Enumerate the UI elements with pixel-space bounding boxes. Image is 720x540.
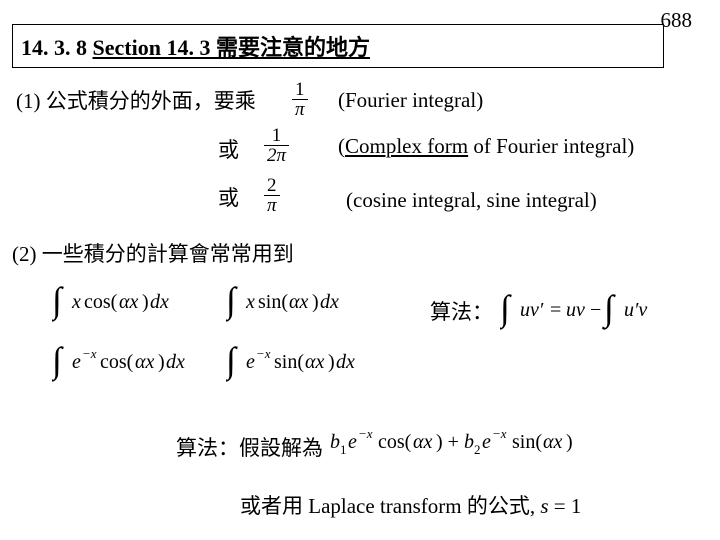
svg-text:): )	[566, 431, 573, 453]
svg-text:αx: αx	[119, 291, 138, 313]
p1-text: (1) 公式積分的外面，要乘	[16, 89, 256, 113]
annotation-complex-form: (Complex form of Fourier integral)	[338, 134, 634, 159]
svg-text:αx: αx	[413, 431, 432, 453]
or-2: 或	[218, 182, 239, 212]
svg-text:∫: ∫	[500, 288, 512, 330]
method-3-text: 或者用 Laplace transform 的公式, s = 1	[240, 490, 581, 520]
p2u: Complex form	[345, 134, 468, 158]
svg-text:−: −	[590, 299, 601, 321]
integral-exp-cos: ∫ e −x cos( αx ) dx	[52, 340, 222, 384]
svg-text:−x: −x	[256, 346, 271, 361]
frac3-den: π	[264, 196, 280, 215]
svg-text:dx: dx	[320, 291, 339, 313]
svg-text:∫: ∫	[226, 280, 238, 322]
svg-text:b: b	[330, 431, 340, 453]
svg-text:∫: ∫	[52, 280, 64, 322]
svg-text:∫: ∫	[226, 340, 238, 382]
svg-text:sin(: sin(	[274, 351, 304, 373]
svg-text:dx: dx	[336, 351, 355, 373]
svg-text:∫: ∫	[602, 288, 616, 330]
method-2-label: 算法：假設解為	[176, 432, 323, 462]
point-2-text: (2) 一些積分的計算會常常用到	[12, 238, 294, 268]
svg-text:e: e	[348, 431, 357, 453]
svg-text:): )	[312, 291, 319, 313]
svg-text:u′v: u′v	[624, 299, 647, 321]
svg-text:αx: αx	[543, 431, 562, 453]
or-1: 或	[218, 134, 239, 164]
svg-text:b: b	[464, 431, 474, 453]
svg-text:−x: −x	[358, 426, 373, 441]
frac3-num: 2	[264, 176, 280, 196]
annotation-fourier-integral: (Fourier integral)	[338, 88, 483, 113]
svg-text:cos(: cos(	[84, 291, 118, 313]
integral-exp-sin: ∫ e −x sin( αx ) dx	[226, 340, 396, 384]
method-2-formula: b 1 e −x cos( αx ) + b 2 e −x sin( αx )	[330, 420, 660, 469]
integral-xcos: ∫ x cos( αx ) dx	[52, 280, 222, 324]
svg-text:x: x	[245, 291, 255, 313]
svg-text:∫: ∫	[52, 340, 64, 382]
title-prefix: 14. 3. 8	[21, 35, 93, 60]
svg-text:−x: −x	[82, 346, 97, 361]
svg-text:): )	[328, 351, 335, 373]
svg-text:): )	[158, 351, 165, 373]
svg-text:e: e	[482, 431, 491, 453]
m3c: = 1	[549, 494, 582, 518]
frac2-den: 2π	[264, 146, 289, 165]
svg-text:cos(: cos(	[378, 431, 412, 453]
method-1-formula: ∫ uv′ = uv − ∫ u′v	[500, 288, 700, 337]
page-number: 688	[661, 8, 693, 33]
svg-text:sin(: sin(	[258, 291, 288, 313]
svg-text:): )	[142, 291, 149, 313]
integral-row-2: ∫ e −x cos( αx ) dx ∫ e −x sin( αx ) dx	[52, 340, 396, 389]
frac2-num: 1	[264, 126, 289, 146]
svg-text:sin(: sin(	[512, 431, 542, 453]
point-1-text: (1) 公式積分的外面，要乘	[16, 85, 256, 115]
svg-text:−x: −x	[492, 426, 507, 441]
svg-text:e: e	[246, 351, 255, 373]
svg-text:2: 2	[474, 442, 481, 457]
frac1-den: π	[292, 100, 308, 119]
p2a: (	[338, 134, 345, 158]
svg-text:x: x	[71, 291, 81, 313]
m3a: 或者用 Laplace transform 的公式,	[240, 494, 540, 518]
svg-text:) +: ) +	[436, 431, 459, 453]
svg-text:dx: dx	[166, 351, 185, 373]
svg-text:=: =	[550, 299, 561, 321]
svg-text:cos(: cos(	[100, 351, 134, 373]
fraction-2: 12π	[264, 126, 289, 165]
svg-text:αx: αx	[135, 351, 154, 373]
integral-row-1: ∫ x cos( αx ) dx ∫ x sin( αx ) dx	[52, 280, 396, 329]
svg-text:αx: αx	[305, 351, 324, 373]
section-title-box: 14. 3. 8 Section 14. 3 需要注意的地方	[12, 24, 664, 68]
svg-text:e: e	[72, 351, 81, 373]
method-1-label: 算法：	[430, 296, 493, 326]
p2b: of Fourier integral)	[468, 134, 634, 158]
svg-text:1: 1	[340, 442, 347, 457]
title-underlined: Section 14. 3 需要注意的地方	[93, 35, 370, 60]
m3b: s	[540, 494, 548, 518]
fraction-3: 2π	[264, 176, 280, 215]
svg-text:uv: uv	[566, 299, 585, 321]
frac1-num: 1	[292, 80, 308, 100]
fraction-1: 1π	[292, 80, 308, 119]
svg-text:dx: dx	[150, 291, 169, 313]
svg-text:αx: αx	[289, 291, 308, 313]
integral-xsin: ∫ x sin( αx ) dx	[226, 280, 396, 324]
svg-text:uv′: uv′	[520, 299, 544, 321]
annotation-cosine-sine: (cosine integral, sine integral)	[346, 188, 597, 213]
